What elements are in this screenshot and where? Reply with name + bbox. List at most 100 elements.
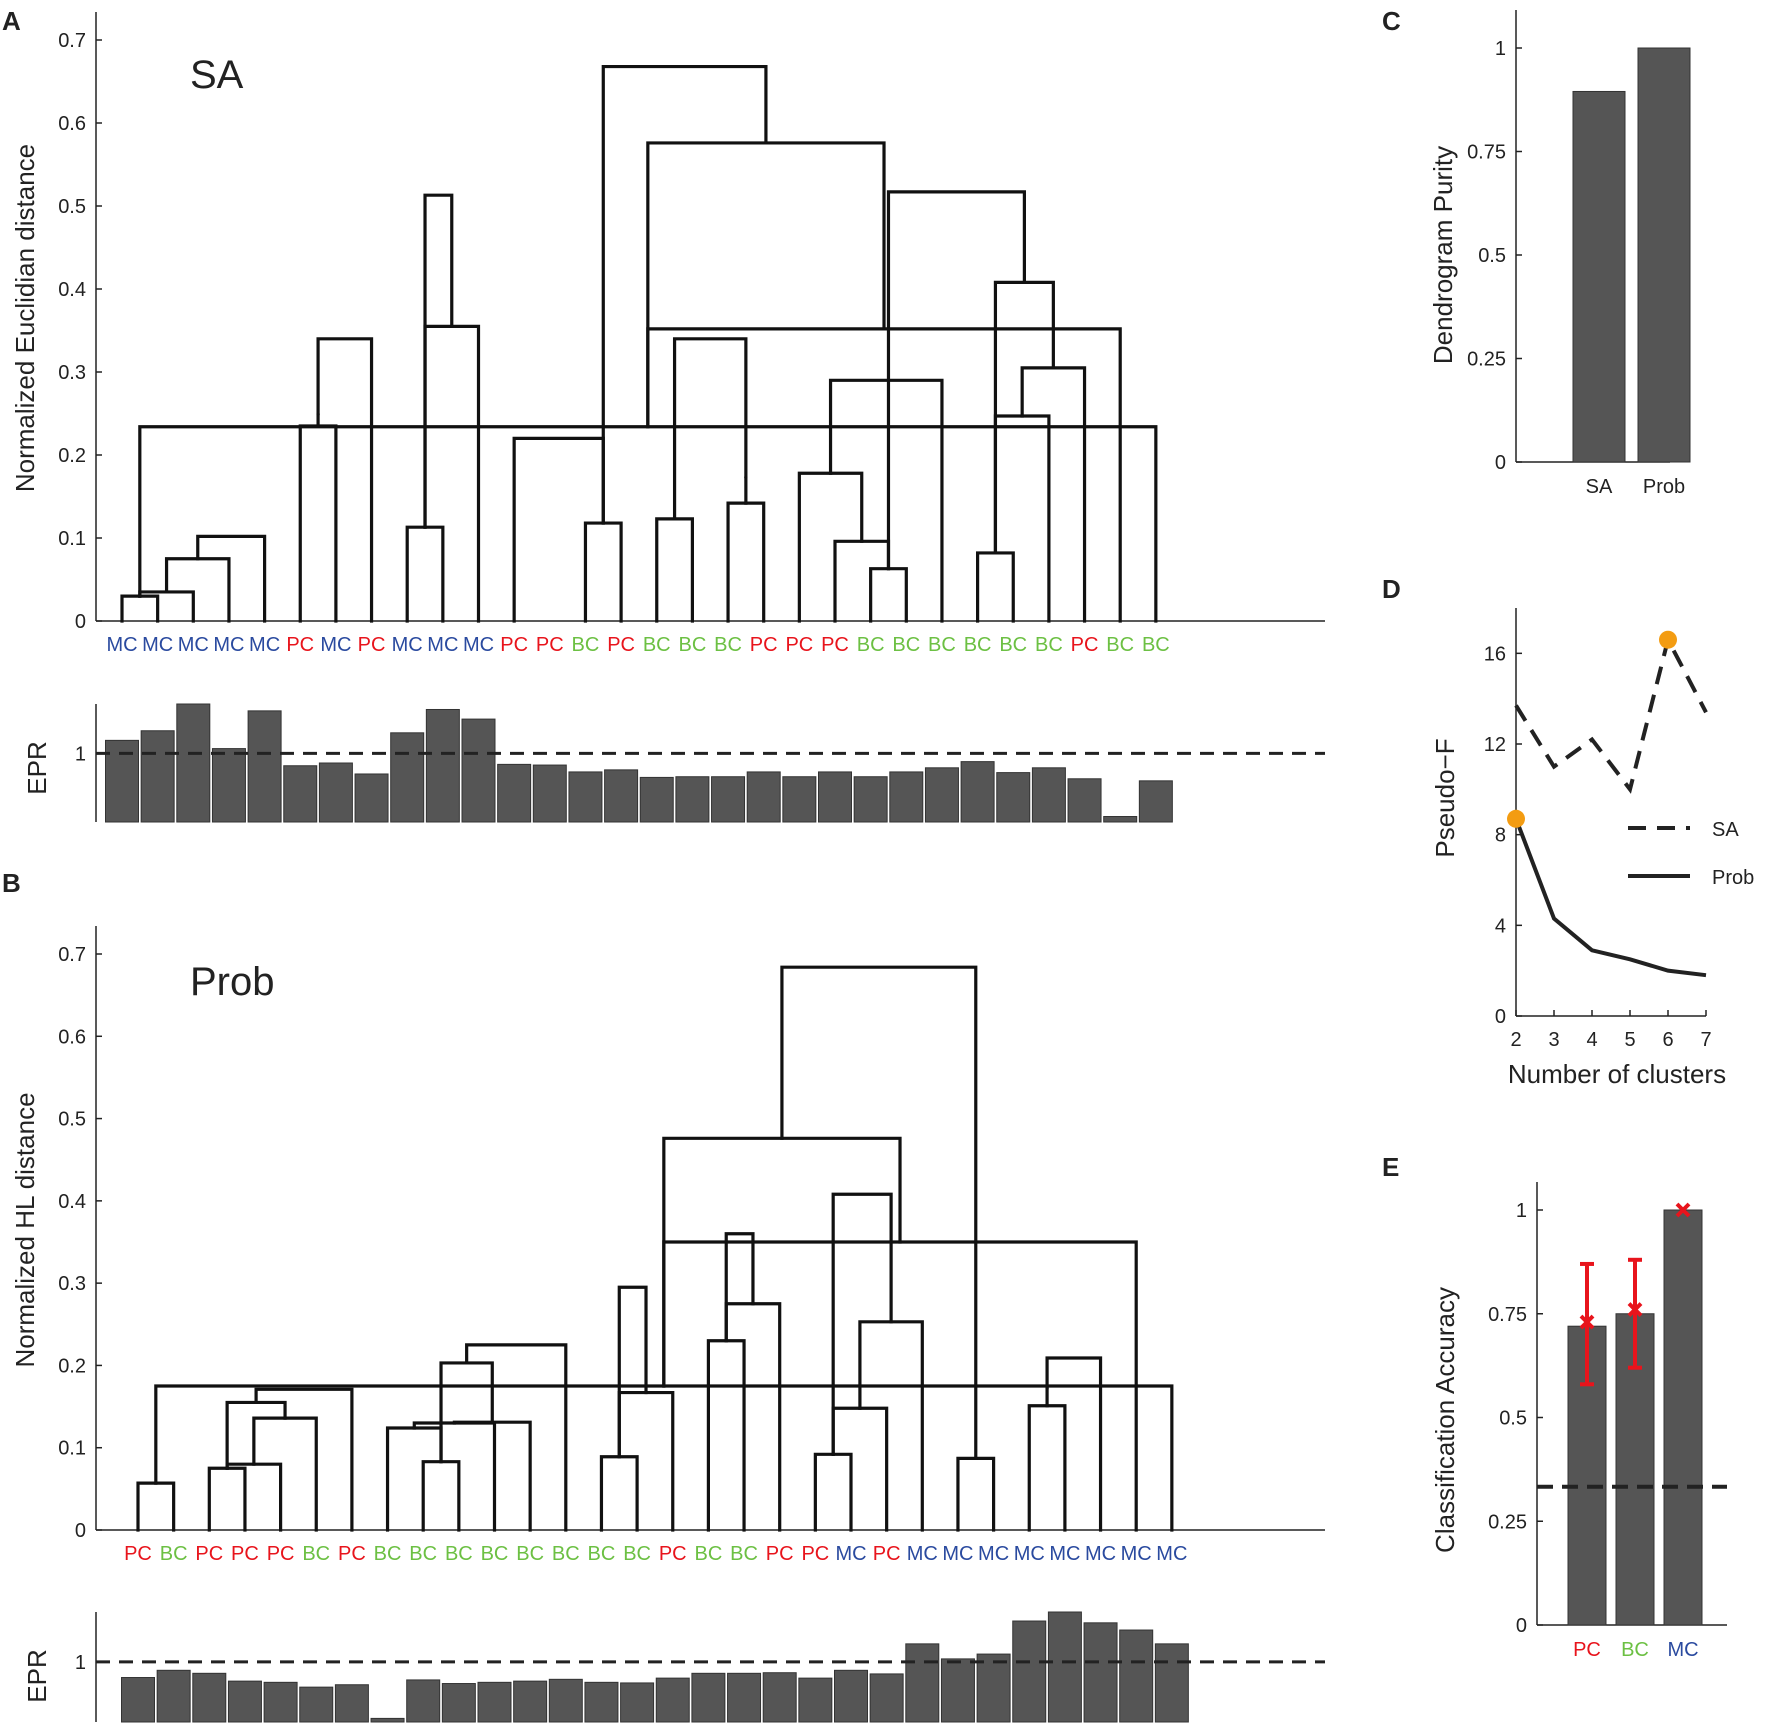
y-tick-label: 0.25 bbox=[1467, 349, 1506, 371]
epr-bar bbox=[889, 771, 924, 823]
x-tick-label: Prob bbox=[1643, 476, 1685, 498]
y-tick-label: 0.75 bbox=[1467, 142, 1506, 164]
epr-bar bbox=[1083, 1622, 1118, 1723]
leaf-label: BC bbox=[714, 634, 742, 656]
leaf-label: MC bbox=[835, 1543, 866, 1565]
dendrogram-link bbox=[207, 1466, 247, 1532]
x-tick-label: 2 bbox=[1510, 1029, 1521, 1051]
panel-b: B Prob Normalized HL distance 0 0.1 0.2 0.3… bbox=[2, 868, 1325, 1723]
leaf-label: PC bbox=[267, 1543, 295, 1565]
dendrogram-link bbox=[385, 1426, 443, 1532]
epr-bar bbox=[354, 773, 389, 823]
epr-bar bbox=[834, 1669, 868, 1723]
dendrogram-link bbox=[225, 1462, 283, 1532]
dendrogram-link bbox=[886, 190, 1026, 571]
dendrogram-link bbox=[993, 280, 1055, 555]
epr-bar bbox=[283, 765, 318, 823]
leaf-label: BC bbox=[409, 1543, 437, 1565]
dendrogram-link bbox=[831, 1406, 889, 1532]
dendrogram-link bbox=[164, 557, 231, 623]
leaf-label: BC bbox=[928, 634, 956, 656]
dendrogram-link bbox=[706, 1339, 746, 1532]
leaf-label: BC bbox=[1142, 634, 1170, 656]
dendrogram-link bbox=[412, 1421, 497, 1532]
dendrogram-link bbox=[439, 1361, 494, 1464]
dendrogram-link bbox=[465, 1343, 568, 1532]
y-tick-label: 0.75 bbox=[1488, 1304, 1527, 1326]
panel-c: C Dendrogram Purity 0 0.25 0.5 0.75 1 SA Prob bbox=[1382, 6, 1691, 498]
legend-label: SA bbox=[1712, 819, 1739, 841]
y-axis-label: Normalized HL distance bbox=[10, 1092, 40, 1367]
leaf-label: BC bbox=[892, 634, 920, 656]
dendrogram-link bbox=[724, 1232, 755, 1343]
y-tick-label: 0.1 bbox=[58, 528, 86, 550]
leaf-label: PC bbox=[536, 634, 564, 656]
panel-e: E Classification Accuracy 0 0.25 0.5 0.75 1 P… bbox=[1382, 1152, 1727, 1661]
leaf-label: BC bbox=[588, 1543, 616, 1565]
dendrogram-link bbox=[421, 1460, 461, 1532]
leaf-label: PC bbox=[766, 1543, 794, 1565]
leaf-label: PC bbox=[195, 1543, 223, 1565]
epr-bar bbox=[461, 718, 496, 823]
dendrogram-link bbox=[452, 1420, 532, 1532]
x-tick-label: PC bbox=[1573, 1639, 1601, 1661]
dendrogram-link bbox=[154, 1384, 1174, 1532]
dendrogram-link bbox=[316, 337, 374, 623]
leaf-label: BC bbox=[552, 1543, 580, 1565]
dendrogram-link bbox=[655, 517, 694, 623]
epr-bar bbox=[996, 772, 1031, 823]
dendrogram-link bbox=[254, 1387, 354, 1532]
epr-bar bbox=[192, 1672, 227, 1723]
leaf-label: PC bbox=[801, 1543, 829, 1565]
series-line-prob bbox=[1514, 818, 1707, 978]
epr-bar bbox=[211, 748, 246, 823]
leaf-label: BC bbox=[481, 1543, 509, 1565]
dendrogram-link bbox=[646, 141, 886, 429]
dendrogram-link bbox=[512, 436, 605, 623]
x-tick-label: BC bbox=[1621, 1639, 1649, 1661]
y-tick-label: 12 bbox=[1484, 734, 1506, 756]
panel-d: D Pseudo−F Number of clusters 0 4 8 12 16 2 3 4… bbox=[1382, 574, 1754, 1089]
leaf-label: BC bbox=[374, 1543, 402, 1565]
x-tick-label: 7 bbox=[1700, 1029, 1711, 1051]
leaf-label: BC bbox=[445, 1543, 473, 1565]
leaf-label: BC bbox=[1106, 634, 1134, 656]
epr-bar bbox=[655, 1677, 690, 1723]
dendrogram-link bbox=[120, 594, 160, 623]
leaf-label: PC bbox=[231, 1543, 259, 1565]
dendrogram-link bbox=[726, 501, 766, 623]
epr-bar bbox=[798, 1677, 833, 1723]
panel-a: A SA Normalized Euclidian distance 0 0.1 0… bbox=[2, 6, 1325, 823]
epr-bar bbox=[1154, 1643, 1189, 1723]
dendrogram-link bbox=[298, 424, 338, 623]
leaf-label: PC bbox=[607, 634, 635, 656]
dendrogram-link bbox=[423, 193, 454, 529]
leaf-label: MC bbox=[249, 634, 280, 656]
leaf-label: MC bbox=[213, 634, 244, 656]
x-axis-label: Number of clusters bbox=[1508, 1059, 1726, 1089]
dendrogram-link bbox=[869, 567, 908, 623]
leaf-label: PC bbox=[286, 634, 314, 656]
epr-bar-chart: 1 bbox=[75, 1611, 1325, 1723]
epr-bar bbox=[1031, 767, 1066, 823]
leaf-label: BC bbox=[730, 1543, 758, 1565]
epr-bar bbox=[940, 1658, 975, 1723]
epr-bar bbox=[762, 1672, 797, 1723]
leaf-label: MC bbox=[1014, 1543, 1045, 1565]
y-tick-label: 0.7 bbox=[58, 30, 86, 52]
dendrogram-link bbox=[136, 1481, 176, 1532]
leaf-label: MC bbox=[907, 1543, 938, 1565]
epr-bar bbox=[727, 1672, 762, 1723]
leaf-label: BC bbox=[679, 634, 707, 656]
leaf-label: PC bbox=[500, 634, 528, 656]
leaf-label: MC bbox=[1156, 1543, 1187, 1565]
panel-label-c: C bbox=[1382, 6, 1401, 36]
leaf-label: MC bbox=[1085, 1543, 1116, 1565]
y-tick-label: 0.25 bbox=[1488, 1511, 1527, 1533]
dendrogram-title: Prob bbox=[190, 960, 275, 1004]
epr-bar bbox=[227, 1680, 262, 1723]
y-tick-label: 0.7 bbox=[58, 944, 86, 966]
y-tick-label: 0.4 bbox=[58, 1191, 86, 1213]
y-tick-label: 0.5 bbox=[58, 196, 86, 218]
